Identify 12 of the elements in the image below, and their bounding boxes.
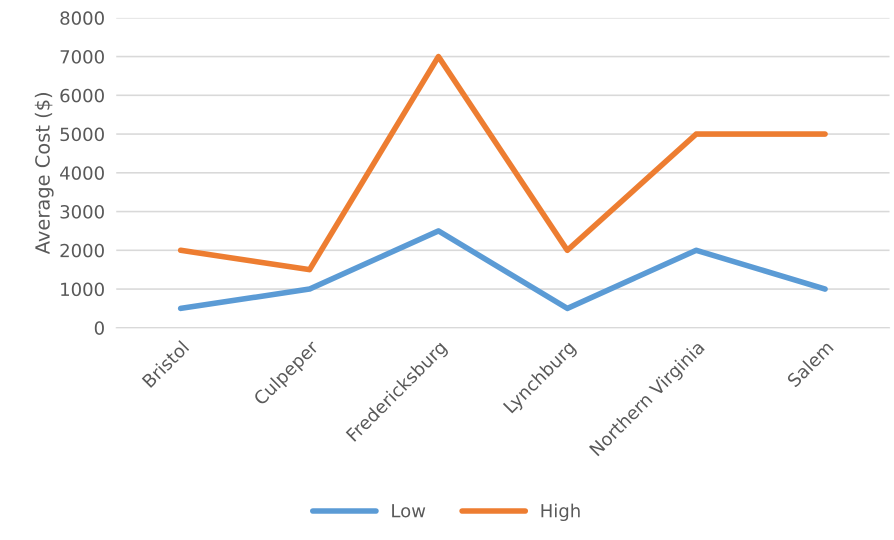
- y-tick-label: 1000: [61, 282, 104, 296]
- y-tick-label: 0: [94, 321, 104, 335]
- y-tick-label: 7000: [60, 50, 104, 64]
- legend-label: Low: [392, 504, 426, 518]
- y-tick-label: 3000: [60, 205, 104, 219]
- y-tick-label: 2000: [60, 244, 104, 258]
- y-tick-label: 8000: [60, 11, 104, 25]
- y-tick-label: 4000: [60, 166, 104, 180]
- y-axis-title: Average Cost ($): [34, 92, 54, 254]
- y-tick-label: 5000: [60, 128, 104, 142]
- y-tick-label: 6000: [60, 88, 104, 102]
- legend-label: High: [541, 504, 580, 522]
